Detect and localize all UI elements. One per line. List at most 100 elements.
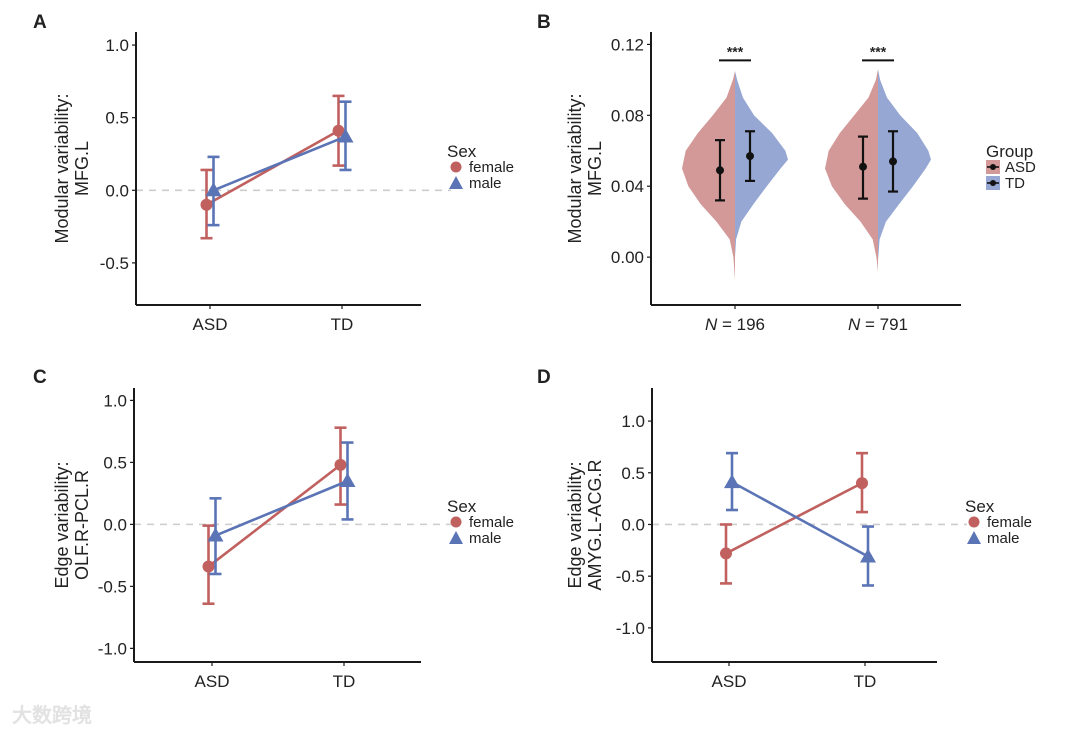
x-tick-label-value: = 791 [860, 315, 908, 334]
violin-half-td [878, 69, 931, 261]
y-tick-label: 0.04 [611, 177, 644, 196]
legend-title: Sex [965, 497, 995, 516]
panel-d: D Edge variability:AMYG.L-ACG.R 1.0 0.5 0.0 -… [537, 367, 1032, 691]
y-tick-label: 1.0 [105, 36, 129, 55]
watermark-logo: 大数跨境 [12, 703, 92, 727]
legend-label-female: female [469, 159, 514, 176]
x-tick-label: ASD [195, 672, 230, 691]
violin-half-asd [682, 71, 735, 281]
x-tick-label: N = 196 [705, 315, 765, 334]
male-point [207, 527, 224, 542]
significance-label: *** [870, 43, 887, 59]
panel-letter: C [33, 367, 47, 388]
y-axis-label-line: AMYG.L-ACG.R [585, 459, 605, 590]
legend-point-icon [990, 164, 996, 170]
y-tick-label: 0.00 [611, 248, 644, 267]
y-tick-label: 0.0 [103, 515, 127, 534]
legend-point-icon [990, 180, 996, 186]
panel-letter: D [537, 367, 551, 388]
female-point [856, 477, 868, 490]
x-tick-label: TD [331, 315, 354, 334]
y-tick-label: -0.5 [100, 254, 129, 273]
panel-a: A Modular variability:MFG.L 1.0 0.5 0.0 -0.5 A… [33, 12, 514, 334]
y-axis-label-line: Modular variability: [565, 93, 585, 243]
female-line [207, 463, 342, 568]
y-tick-label: 0.5 [105, 109, 129, 128]
y-axis-label: Edge variability:AMYG.L-ACG.R [565, 459, 605, 590]
x-tick-label-n: N [848, 315, 861, 334]
legend-label-male: male [469, 175, 502, 192]
y-axis-label-line: MFG.L [585, 141, 605, 196]
legend-label-female: female [469, 514, 514, 531]
male-point [205, 182, 222, 197]
y-axis-label-line: Modular variability: [52, 93, 72, 243]
y-tick-label: 1.0 [621, 412, 645, 431]
x-tick-label: TD [854, 672, 877, 691]
y-tick-label: -1.0 [98, 639, 127, 658]
violin-half-asd [825, 69, 878, 272]
legend-triangle-icon [967, 531, 981, 544]
female-line [205, 129, 340, 206]
male-point [339, 472, 356, 487]
y-tick-label: 1.0 [103, 391, 127, 410]
y-tick-label: 0.5 [621, 464, 645, 483]
y-tick-label: 0.0 [105, 181, 129, 200]
mean-point-td [889, 157, 897, 166]
legend-triangle-icon [449, 531, 463, 544]
x-tick-label: TD [333, 672, 356, 691]
female-line [725, 481, 863, 555]
y-tick-label: 0.0 [621, 515, 645, 534]
legend-title: Group [986, 142, 1033, 161]
mean-point-td [746, 152, 754, 161]
x-tick-label: N = 791 [848, 315, 908, 334]
panel-letter: B [537, 12, 551, 33]
x-tick-label-value: = 196 [717, 315, 765, 334]
significance-label: *** [727, 43, 744, 59]
female-point [334, 458, 347, 471]
y-tick-label: 0.5 [103, 453, 127, 472]
legend-circle-icon [450, 161, 462, 173]
y-axis-label-line: MFG.L [72, 141, 92, 196]
y-axis-label-line: OLF.R-PCL.R [72, 470, 92, 580]
legend-label-asd: ASD [1005, 159, 1036, 176]
female-point [332, 124, 345, 137]
panel-b: B Modular variability:MFG.L 0.12 0.08 0.04 0.… [537, 12, 1036, 334]
mean-point-asd [859, 162, 867, 171]
legend-label-td: TD [1005, 175, 1025, 192]
y-axis-label: Modular variability:MFG.L [52, 93, 92, 243]
legend-label-female: female [987, 514, 1032, 531]
x-tick-label: ASD [712, 672, 747, 691]
y-axis-label: Edge variability:OLF.R-PCL.R [52, 461, 92, 588]
y-tick-label: 0.08 [611, 106, 644, 125]
legend-circle-icon [450, 516, 462, 528]
x-tick-label: ASD [193, 315, 228, 334]
male-line [731, 480, 869, 558]
y-tick-label: 0.12 [611, 35, 644, 54]
mean-point-asd [716, 166, 724, 175]
y-axis-label-line: Edge variability: [52, 461, 72, 588]
y-axis-label-line: Edge variability: [565, 461, 585, 588]
legend-label-male: male [987, 530, 1020, 547]
male-point [860, 548, 876, 563]
legend-title: Sex [447, 497, 477, 516]
x-tick-label-n: N [705, 315, 718, 334]
legend-label-male: male [469, 530, 502, 547]
legend-triangle-icon [449, 176, 463, 189]
male-point [337, 128, 354, 143]
y-axis-label: Modular variability:MFG.L [565, 93, 605, 243]
female-point [202, 560, 215, 573]
female-point [720, 547, 732, 560]
violin-half-td [735, 71, 788, 258]
legend-title: Sex [447, 142, 477, 161]
male-point [724, 474, 740, 489]
panel-letter: A [33, 12, 47, 33]
legend-circle-icon [968, 516, 980, 528]
panel-c: C Edge variability:OLF.R-PCL.R 1.0 0.5 0.0 -0… [33, 367, 514, 691]
y-tick-label: -0.5 [98, 577, 127, 596]
female-point [200, 198, 213, 211]
